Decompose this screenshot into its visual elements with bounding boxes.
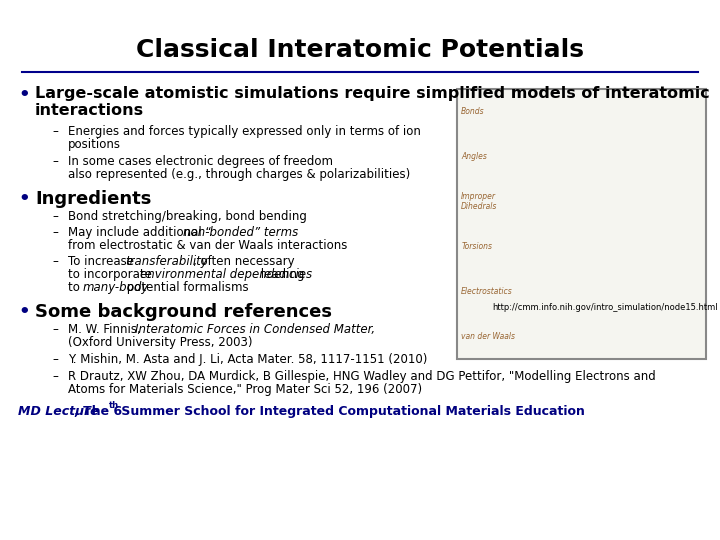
Text: Some background references: Some background references [35,303,332,321]
Text: –: – [52,370,58,383]
Text: Torsions: Torsions [462,242,492,251]
Text: –: – [52,155,58,168]
Text: leading: leading [257,268,305,281]
Text: Bond stretching/breaking, bond bending: Bond stretching/breaking, bond bending [68,210,307,223]
Text: from electrostatic & van der Waals interactions: from electrostatic & van der Waals inter… [68,239,347,252]
Text: (Oxford University Press, 2003): (Oxford University Press, 2003) [68,336,253,349]
Text: to: to [68,281,84,294]
Text: –: – [52,226,58,239]
Text: –: – [52,125,58,138]
Text: environmental dependencies: environmental dependencies [140,268,312,281]
Text: transferability: transferability [125,255,208,268]
Text: Classical Interatomic Potentials: Classical Interatomic Potentials [136,38,584,62]
Text: Improper
Dihedrals: Improper Dihedrals [462,192,498,211]
Text: Energies and forces typically expressed only in terms of ion: Energies and forces typically expressed … [68,125,421,138]
Text: •: • [18,86,30,104]
Text: to incorporate: to incorporate [68,268,156,281]
Text: In some cases electronic degrees of freedom: In some cases electronic degrees of free… [68,155,333,168]
Text: Y. Mishin, M. Asta and J. Li, Acta Mater. 58, 1117-1151 (2010): Y. Mishin, M. Asta and J. Li, Acta Mater… [68,353,428,366]
Text: –: – [52,255,58,268]
Text: –: – [52,323,58,336]
Text: R Drautz, XW Zhou, DA Murdick, B Gillespie, HNG Wadley and DG Pettifor, "Modelli: R Drautz, XW Zhou, DA Murdick, B Gillesp… [68,370,656,383]
Text: Summer School for Integrated Computational Materials Education: Summer School for Integrated Computation… [117,405,585,418]
Text: th: th [109,401,119,410]
Text: May include additional “: May include additional “ [68,226,212,239]
Text: M. W. Finnis,: M. W. Finnis, [68,323,145,336]
Text: positions: positions [68,138,121,151]
Text: Angles: Angles [462,152,487,161]
Text: interactions: interactions [35,103,144,118]
Text: –: – [52,353,58,366]
Text: Large-scale atomistic simulations require simplified models of interatomic: Large-scale atomistic simulations requir… [35,86,710,101]
Text: many-body: many-body [82,281,149,294]
Text: •: • [18,303,30,321]
Text: non-bonded” terms: non-bonded” terms [183,226,299,239]
Text: potential formalisms: potential formalisms [123,281,248,294]
Text: , The 6: , The 6 [74,405,122,418]
Text: , often necessary: , often necessary [193,255,294,268]
Text: –: – [52,210,58,223]
Text: Interatomic Forces in Condensed Matter,: Interatomic Forces in Condensed Matter, [135,323,375,336]
Text: To increase: To increase [68,255,138,268]
Text: •: • [18,190,30,208]
Text: Ingredients: Ingredients [35,190,151,208]
Text: MD Lecture: MD Lecture [18,405,99,418]
Text: also represented (e.g., through charges & polarizabilities): also represented (e.g., through charges … [68,168,410,181]
Text: van der Waals: van der Waals [462,332,516,341]
Text: Electrostatics: Electrostatics [462,287,513,296]
Bar [457,89,706,359]
Text: Atoms for Materials Science," Prog Mater Sci 52, 196 (2007): Atoms for Materials Science," Prog Mater… [68,383,422,396]
Text: http://cmm.info.nih.gov/intro_simulation/node15.html: http://cmm.info.nih.gov/intro_simulation… [492,303,718,312]
Text: Bonds: Bonds [462,107,485,116]
